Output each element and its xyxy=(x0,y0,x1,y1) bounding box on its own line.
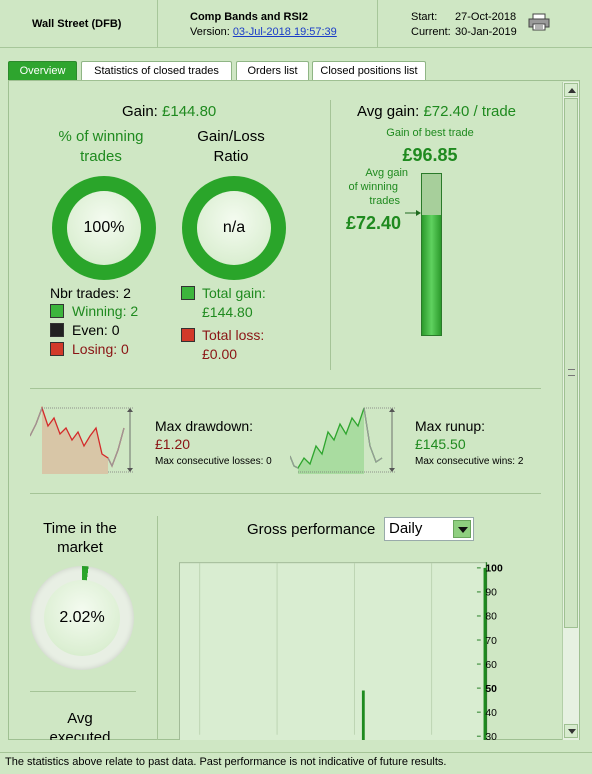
max-consec-wins: Max consecutive wins: 2 xyxy=(415,456,524,467)
total-loss-swatch xyxy=(181,328,195,342)
scroll-down-button[interactable] xyxy=(564,724,578,738)
gain-label: Gain: xyxy=(122,103,158,120)
avg-gain-label: Avg gain: xyxy=(357,103,420,120)
avg-exec-2: executed xyxy=(49,729,111,740)
time-title-2: market xyxy=(57,539,103,556)
total-gain-value: £144.80 xyxy=(202,304,253,320)
total-loss-label: Total loss: xyxy=(202,327,265,343)
ratio-donut: n/a xyxy=(182,176,286,280)
gain-heading: Gain: £144.80 xyxy=(122,103,216,120)
strategy-version: Version: 03-Jul-2018 19:57:39 xyxy=(190,26,337,38)
avg-win-value: £72.40 xyxy=(346,213,402,233)
tab-statistics[interactable]: Statistics of closed trades xyxy=(81,61,232,81)
y-tick-label: 80 xyxy=(485,612,497,623)
gauge-fill xyxy=(422,215,441,335)
max-drawdown-value: £1.20 xyxy=(155,436,191,452)
losing-count: Losing: 0 xyxy=(72,341,129,357)
y-tick-label: 50 xyxy=(485,684,497,695)
even-count: Even: 0 xyxy=(72,322,120,338)
y-tick-label: 70 xyxy=(485,636,497,647)
chevron-down-icon[interactable] xyxy=(453,520,471,538)
winning-donut: 100% xyxy=(52,176,156,280)
max-drawdown-label: Max drawdown: xyxy=(155,418,254,434)
y-tick-label: 90 xyxy=(485,588,497,599)
winning-title-1: % of winning xyxy=(58,128,144,145)
printer-icon[interactable] xyxy=(528,13,550,31)
gross-performance-chart: 100 90 80 70 60 50 40 30 xyxy=(179,562,503,740)
gauge-pointer-icon xyxy=(405,210,421,216)
overview-divider xyxy=(330,100,331,370)
header-bar: Wall Street (DFB) Comp Bands and RSI2 Ve… xyxy=(0,0,592,48)
tab-closed-positions[interactable]: Closed positions list xyxy=(312,61,426,81)
avg-win-label-2: of winning xyxy=(348,181,398,193)
version-link[interactable]: 03-Jul-2018 19:57:39 xyxy=(232,26,337,38)
market-divider xyxy=(157,516,158,740)
ratio-value: n/a xyxy=(197,191,271,265)
gross-title: Gross performance xyxy=(247,521,376,538)
y-tick-label: 100 xyxy=(485,564,503,575)
strategy-name: Comp Bands and RSI2 xyxy=(190,11,308,23)
avg-gain-heading: Avg gain: £72.40 / trade xyxy=(357,103,516,120)
start-label: Start: xyxy=(411,11,438,23)
disclaimer-text: The statistics above relate to past data… xyxy=(5,756,447,768)
total-gain-label: Total gain: xyxy=(202,285,266,301)
winning-title-2: trades xyxy=(80,148,122,165)
runup-sparkline xyxy=(290,407,396,474)
winning-count: Winning: 2 xyxy=(72,303,139,319)
best-trade-value: £96.85 xyxy=(402,145,458,165)
interval-select[interactable]: Daily xyxy=(384,517,474,541)
winning-swatch xyxy=(50,304,64,318)
section-divider-3 xyxy=(30,691,136,692)
current-label: Current: xyxy=(411,26,451,38)
instrument-name: Wall Street (DFB) xyxy=(32,18,122,30)
avg-gain-value: £72.40 / trade xyxy=(423,103,517,120)
y-tick-label: 60 xyxy=(485,660,497,671)
tab-orders[interactable]: Orders list xyxy=(236,61,309,81)
max-runup-label: Max runup: xyxy=(415,418,486,434)
ratio-title-2: Ratio xyxy=(213,148,249,165)
time-pct: 2.02% xyxy=(44,580,120,656)
gross-bar xyxy=(361,690,365,740)
avg-win-label-1: Avg gain xyxy=(365,167,408,179)
current-value: 30-Jan-2019 xyxy=(455,26,517,38)
gauge-best-region xyxy=(422,174,441,215)
start-value: 27-Oct-2018 xyxy=(455,11,517,23)
max-runup-value: £145.50 xyxy=(415,436,466,452)
total-gain-swatch xyxy=(181,286,195,300)
section-divider-2 xyxy=(30,493,541,494)
time-in-market-donut: 2.02% xyxy=(30,566,134,670)
section-divider-1 xyxy=(30,388,541,389)
tab-overview[interactable]: Overview xyxy=(8,61,77,81)
instrument-cell: Wall Street (DFB) xyxy=(0,0,158,48)
nbr-trades: Nbr trades: 2 xyxy=(50,285,131,301)
vertical-scrollbar[interactable] xyxy=(562,82,579,740)
max-consec-losses: Max consecutive losses: 0 xyxy=(155,456,272,467)
disclaimer-bar: The statistics above relate to past data… xyxy=(0,752,592,774)
avg-win-label-3: trades xyxy=(369,195,400,207)
gain-value: £144.80 xyxy=(162,103,217,120)
interval-value: Daily xyxy=(389,520,423,537)
ratio-title-1: Gain/Loss xyxy=(197,128,265,145)
scroll-thumb[interactable] xyxy=(564,98,578,628)
even-swatch xyxy=(50,323,64,337)
strategy-cell: Comp Bands and RSI2 Version: 03-Jul-2018… xyxy=(158,0,378,48)
arrow-down-icon xyxy=(568,729,576,734)
arrow-up-icon xyxy=(568,88,576,93)
avg-exec-1: Avg xyxy=(67,710,93,727)
version-label: Version: xyxy=(190,26,230,38)
total-loss-value: £0.00 xyxy=(202,346,238,362)
gross-bar xyxy=(483,567,487,740)
grip-icon xyxy=(568,369,575,376)
time-title-1: Time in the xyxy=(43,520,117,537)
scroll-up-button[interactable] xyxy=(564,83,578,97)
y-tick-label: 40 xyxy=(485,708,497,719)
best-trade-label: Gain of best trade xyxy=(386,127,474,139)
avg-gain-gauge xyxy=(421,173,442,336)
winning-pct: 100% xyxy=(67,191,141,265)
dates-cell: Start: 27-Oct-2018 Current: 30-Jan-2019 xyxy=(378,0,592,48)
y-tick-label: 30 xyxy=(485,732,497,740)
losing-swatch xyxy=(50,342,64,356)
drawdown-sparkline xyxy=(30,406,134,474)
